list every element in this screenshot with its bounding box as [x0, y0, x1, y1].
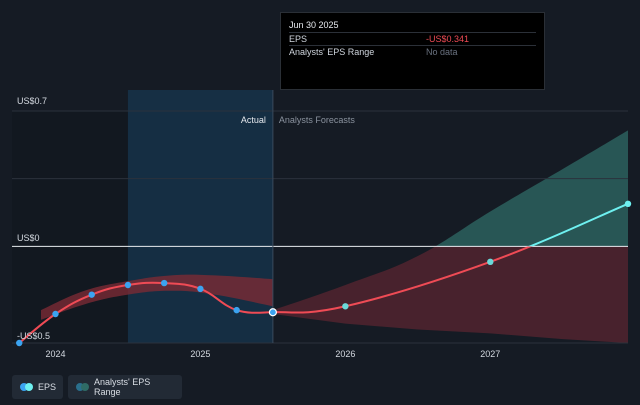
range-band-negative	[272, 246, 628, 343]
tooltip-date: Jun 30 2025	[289, 20, 339, 30]
tooltip-row-range: Analysts' EPS Range No data	[289, 45, 536, 59]
tooltip-range-label: Analysts' EPS Range	[289, 47, 375, 57]
x-tick-label: 2026	[335, 349, 355, 359]
x-tick-label: 2027	[480, 349, 500, 359]
y-tick-label: US$0.7	[17, 96, 47, 106]
eps-actual-line	[18, 281, 273, 344]
eps-chart: US$0.7 US$0 -US$0.5 2024 2025 2026 2027 Actual A…	[12, 90, 632, 359]
eps-point	[197, 285, 204, 293]
legend-eps-button[interactable]: EPS	[12, 375, 63, 399]
actual-range-band	[40, 274, 273, 320]
eps-point	[124, 281, 132, 289]
eps-forecast-line-negative	[272, 246, 533, 314]
x-tick-label: 2024	[45, 349, 65, 359]
tooltip-range-value: No data	[426, 47, 458, 57]
chart-grid	[12, 90, 628, 344]
legend-range-label: Analysts' EPS Range	[94, 377, 151, 397]
range-band-positive	[435, 130, 628, 247]
range-legend-icon	[76, 383, 89, 391]
eps-point	[52, 310, 59, 318]
chart-points	[16, 200, 632, 347]
forecast-label: Analysts Forecasts	[279, 115, 356, 125]
eps-legend-icon	[20, 383, 33, 391]
eps-point	[16, 339, 23, 347]
eps-point	[268, 308, 277, 317]
forecast-point	[624, 200, 632, 207]
x-tick-label: 2025	[190, 349, 210, 359]
highlight-band	[127, 90, 273, 343]
y-tick-label: -US$0.5	[17, 331, 50, 341]
tooltip-eps-label: EPS	[289, 34, 308, 44]
tooltip-eps-value: -US$0.341	[426, 34, 470, 44]
eps-point	[160, 279, 168, 287]
legend-range-button[interactable]: Analysts' EPS Range	[68, 375, 182, 399]
tooltip-row-eps: EPS -US$0.341	[289, 32, 536, 46]
legend-eps-label: EPS	[38, 382, 57, 392]
chart-labels: US$0.7 US$0 -US$0.5 2024 2025 2026 2027 Actual A…	[17, 96, 500, 359]
chart-lines	[18, 202, 629, 344]
eps-forecast-line-positive	[527, 202, 629, 247]
tooltip: Jun 30 2025 EPS -US$0.341 Analysts' EPS …	[280, 12, 545, 90]
eps-point	[233, 306, 240, 314]
y-tick-label: US$0	[17, 233, 40, 243]
forecast-point	[342, 303, 349, 310]
chart-bands	[12, 90, 628, 343]
forecast-point	[487, 258, 494, 265]
actual-label: Actual	[241, 115, 266, 125]
eps-point	[88, 291, 95, 298]
